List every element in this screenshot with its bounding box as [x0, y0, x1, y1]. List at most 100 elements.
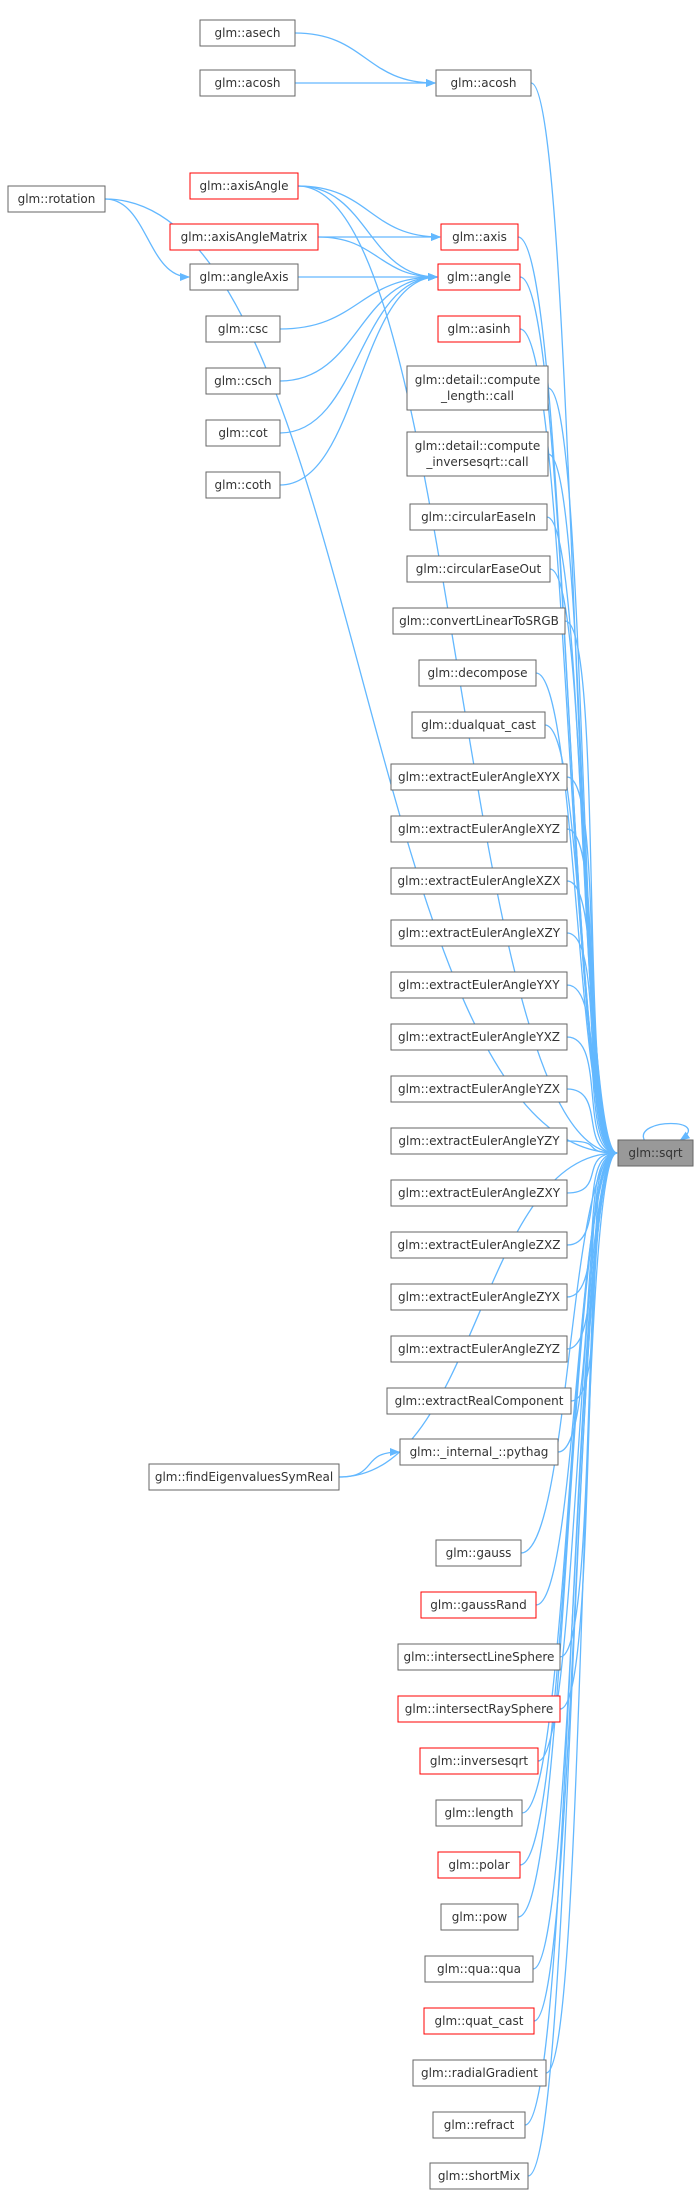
node-eYZX[interactable]: glm::extractEulerAngleYZX: [390, 1075, 568, 1103]
node-eXZX[interactable]: glm::extractEulerAngleXZX: [390, 867, 568, 895]
node-box[interactable]: [169, 223, 319, 251]
node-box[interactable]: [392, 607, 566, 635]
node-eZXZ[interactable]: glm::extractEulerAngleZXZ: [390, 1231, 568, 1259]
node-polar[interactable]: glm::polar: [437, 1851, 521, 1879]
node-box[interactable]: [424, 1955, 534, 1983]
node-box[interactable]: [420, 1591, 537, 1619]
node-box[interactable]: [423, 2007, 535, 2035]
node-angle[interactable]: glm::angle: [437, 263, 521, 291]
node-eZXY[interactable]: glm::extractEulerAngleZXY: [390, 1179, 568, 1207]
node-box[interactable]: [429, 2162, 529, 2190]
node-shortMix[interactable]: glm::shortMix: [429, 2162, 529, 2190]
node-asinh[interactable]: glm::asinh: [437, 315, 521, 343]
node-box[interactable]: [390, 867, 568, 895]
node-circularEaseOut[interactable]: glm::circularEaseOut: [406, 555, 551, 583]
node-box[interactable]: [390, 919, 568, 947]
node-findEigen[interactable]: glm::findEigenvaluesSymReal: [148, 1463, 340, 1491]
node-box[interactable]: [390, 1127, 568, 1155]
node-acosh_a[interactable]: glm::acosh: [199, 69, 296, 97]
node-box[interactable]: [390, 1335, 568, 1363]
node-csch[interactable]: glm::csch: [205, 367, 281, 395]
node-eYXY[interactable]: glm::extractEulerAngleYXY: [390, 971, 568, 999]
node-box[interactable]: [406, 365, 549, 411]
node-box[interactable]: [406, 431, 549, 477]
node-refract[interactable]: glm::refract: [432, 2111, 526, 2139]
node-box[interactable]: [397, 1695, 561, 1723]
node-box[interactable]: [205, 419, 281, 447]
node-box[interactable]: [437, 315, 521, 343]
node-eXZY[interactable]: glm::extractEulerAngleXZY: [390, 919, 568, 947]
node-box[interactable]: [390, 1231, 568, 1259]
node-qua[interactable]: glm::qua::qua: [424, 1955, 534, 1983]
node-axis[interactable]: glm::axis: [440, 223, 519, 251]
node-box[interactable]: [205, 367, 281, 395]
node-dualquat_cast[interactable]: glm::dualquat_cast: [411, 711, 546, 739]
node-eYZY[interactable]: glm::extractEulerAngleYZY: [390, 1127, 568, 1155]
node-intersectLineSphere[interactable]: glm::intersectLineSphere: [397, 1643, 561, 1671]
node-box[interactable]: [148, 1463, 340, 1491]
node-box[interactable]: [386, 1387, 572, 1415]
node-box[interactable]: [390, 1283, 568, 1311]
node-box[interactable]: [440, 223, 519, 251]
node-box[interactable]: [390, 763, 568, 791]
node-eZYX[interactable]: glm::extractEulerAngleZYX: [390, 1283, 568, 1311]
node-decompose[interactable]: glm::decompose: [418, 659, 537, 687]
node-intersectRaySphere[interactable]: glm::intersectRaySphere: [397, 1695, 561, 1723]
node-extractRealComponent[interactable]: glm::extractRealComponent: [386, 1387, 572, 1415]
node-csc[interactable]: glm::csc: [205, 315, 281, 343]
node-cot[interactable]: glm::cot: [205, 419, 281, 447]
node-sqrt[interactable]: glm::sqrt: [617, 1139, 694, 1167]
node-axisAngleMatrix[interactable]: glm::axisAngleMatrix: [169, 223, 319, 251]
node-box[interactable]: [397, 1643, 561, 1671]
node-box[interactable]: [440, 1903, 519, 1931]
node-axisAngle[interactable]: glm::axisAngle: [189, 172, 299, 200]
node-compute_inversesqrt[interactable]: glm::detail::compute_inversesqrt::call: [406, 431, 549, 477]
node-box[interactable]: [409, 503, 548, 531]
node-eXYX[interactable]: glm::extractEulerAngleXYX: [390, 763, 568, 791]
node-pythag[interactable]: glm::_internal_::pythag: [399, 1438, 559, 1466]
node-eYXZ[interactable]: glm::extractEulerAngleYXZ: [390, 1023, 568, 1051]
node-box[interactable]: [406, 555, 551, 583]
node-box[interactable]: [390, 1179, 568, 1207]
node-gauss[interactable]: glm::gauss: [435, 1539, 522, 1567]
node-box[interactable]: [7, 185, 106, 213]
node-box[interactable]: [205, 471, 281, 499]
node-convertLinearToSRGB[interactable]: glm::convertLinearToSRGB: [392, 607, 566, 635]
node-box[interactable]: [435, 69, 532, 97]
node-box[interactable]: [437, 263, 521, 291]
node-box[interactable]: [390, 815, 568, 843]
node-box[interactable]: [189, 172, 299, 200]
node-box[interactable]: [419, 1747, 539, 1775]
node-box[interactable]: [390, 971, 568, 999]
node-gaussRand[interactable]: glm::gaussRand: [420, 1591, 537, 1619]
node-quat_cast[interactable]: glm::quat_cast: [423, 2007, 535, 2035]
node-length[interactable]: glm::length: [435, 1799, 523, 1827]
node-box[interactable]: [432, 2111, 526, 2139]
node-eZYZ[interactable]: glm::extractEulerAngleZYZ: [390, 1335, 568, 1363]
node-box[interactable]: [199, 69, 296, 97]
node-asech[interactable]: glm::asech: [199, 19, 296, 47]
node-compute_length[interactable]: glm::detail::compute_length::call: [406, 365, 549, 411]
node-rotation[interactable]: glm::rotation: [7, 185, 106, 213]
node-box[interactable]: [390, 1075, 568, 1103]
node-acosh_b[interactable]: glm::acosh: [435, 69, 532, 97]
node-box[interactable]: [411, 711, 546, 739]
node-eXYZ[interactable]: glm::extractEulerAngleXYZ: [390, 815, 568, 843]
node-box[interactable]: [390, 1023, 568, 1051]
node-box[interactable]: [437, 1851, 521, 1879]
node-inversesqrt[interactable]: glm::inversesqrt: [419, 1747, 539, 1775]
node-box[interactable]: [189, 263, 299, 291]
node-box[interactable]: [435, 1799, 523, 1827]
node-pow[interactable]: glm::pow: [440, 1903, 519, 1931]
node-box[interactable]: [199, 19, 296, 47]
node-box[interactable]: [412, 2059, 547, 2087]
node-box[interactable]: [205, 315, 281, 343]
node-box[interactable]: [399, 1438, 559, 1466]
node-box[interactable]: [418, 659, 537, 687]
node-radialGradient[interactable]: glm::radialGradient: [412, 2059, 547, 2087]
node-coth[interactable]: glm::coth: [205, 471, 281, 499]
node-angleAxis[interactable]: glm::angleAxis: [189, 263, 299, 291]
node-box[interactable]: [617, 1139, 694, 1167]
node-box[interactable]: [435, 1539, 522, 1567]
node-circularEaseIn[interactable]: glm::circularEaseIn: [409, 503, 548, 531]
